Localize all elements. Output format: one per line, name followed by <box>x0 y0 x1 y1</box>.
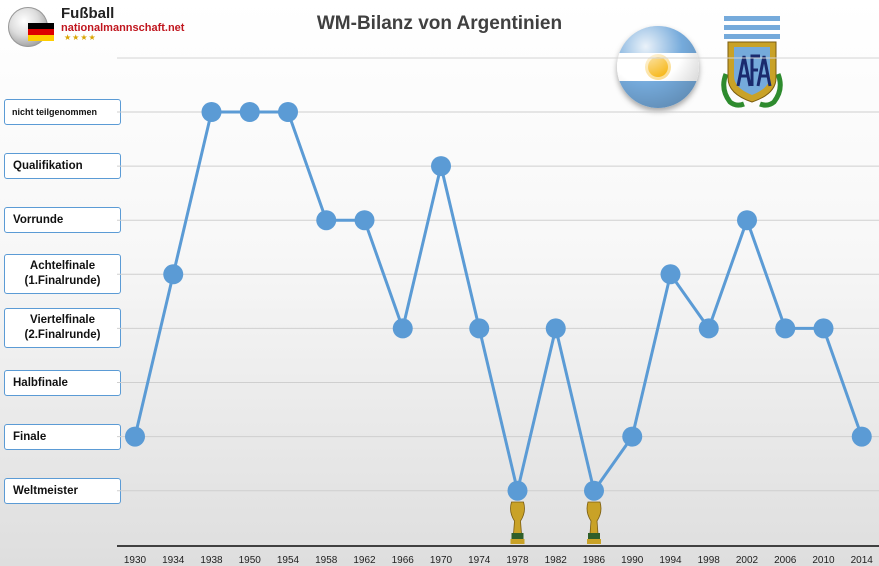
data-point-2006 <box>775 318 796 339</box>
x-tick-label-1958: 1958 <box>315 555 338 566</box>
logo-stars: ★★★★ <box>64 33 97 42</box>
germany-flag-icon <box>28 23 54 41</box>
x-tick-label-1954: 1954 <box>277 555 300 566</box>
data-point-1938 <box>201 102 222 122</box>
data-point-1990 <box>622 426 643 447</box>
category-label-vorrunde: Vorrunde <box>4 207 121 234</box>
data-point-1970 <box>431 156 451 177</box>
category-label-achtelfinale-1-finalrunde: Achtelfinale (1.Finalrunde) <box>4 254 121 295</box>
data-point-2010 <box>813 318 834 339</box>
x-tick-label-1950: 1950 <box>239 555 262 566</box>
data-point-1950 <box>239 102 260 122</box>
x-tick-label-1998: 1998 <box>698 555 721 566</box>
x-tick-label-1994: 1994 <box>659 555 682 566</box>
x-tick-label-1986: 1986 <box>583 555 606 566</box>
x-tick-label-2010: 2010 <box>812 555 835 566</box>
category-label-nicht-teilgenommen: nicht teilgenommen <box>4 99 121 125</box>
site-logo[interactable]: Fußball nationalmannschaft.net ★★★★ <box>4 3 184 47</box>
x-tick-label-1990: 1990 <box>621 555 644 566</box>
x-tick-label-2002: 2002 <box>736 555 759 566</box>
x-tick-label-1966: 1966 <box>392 555 415 566</box>
data-point-2014 <box>851 426 872 447</box>
x-tick-label-2014: 2014 <box>851 555 874 566</box>
data-point-1954 <box>278 102 298 122</box>
chart-title: WM-Bilanz von Argentinien <box>316 13 563 34</box>
logo-title: Fußball <box>61 5 115 22</box>
category-label-qualifikation: Qualifikation <box>4 153 121 180</box>
x-tick-label-1978: 1978 <box>506 555 529 566</box>
data-point-1982 <box>545 318 566 339</box>
category-label-viertelfinale-2-finalrunde: Viertelfinale (2.Finalrunde) <box>4 308 121 349</box>
data-point-1998 <box>698 318 719 339</box>
x-tick-label-1930: 1930 <box>124 555 147 566</box>
data-point-1966 <box>392 318 413 339</box>
x-tick-label-1938: 1938 <box>200 555 223 566</box>
world-cup-trophy-icon <box>510 501 525 544</box>
data-point-2002 <box>737 210 757 231</box>
logo-url: nationalmannschaft.net <box>61 22 185 34</box>
data-point-1934 <box>163 264 184 285</box>
data-point-1978 <box>507 480 528 501</box>
category-label-weltmeister: Weltmeister <box>4 477 121 504</box>
data-point-1962 <box>354 210 375 231</box>
data-point-1930 <box>125 426 145 447</box>
world-cup-trophy-icon <box>586 501 602 544</box>
series-line <box>133 110 864 493</box>
x-tick-label-1982: 1982 <box>545 555 568 566</box>
data-point-1958 <box>316 210 337 231</box>
data-point-1986 <box>584 480 604 501</box>
x-tick-label-1974: 1974 <box>468 555 491 566</box>
argentina-flag-icon <box>617 26 699 108</box>
category-label-halbfinale: Halbfinale <box>4 369 121 396</box>
data-point-1994 <box>660 264 681 285</box>
afa-crest-icon <box>721 16 783 108</box>
data-point-1974 <box>469 318 490 339</box>
x-tick-label-1970: 1970 <box>430 555 453 566</box>
x-tick-label-1934: 1934 <box>162 555 185 566</box>
x-tick-label-1962: 1962 <box>353 555 376 566</box>
x-tick-label-2006: 2006 <box>774 555 797 566</box>
category-label-finale: Finale <box>4 423 121 450</box>
